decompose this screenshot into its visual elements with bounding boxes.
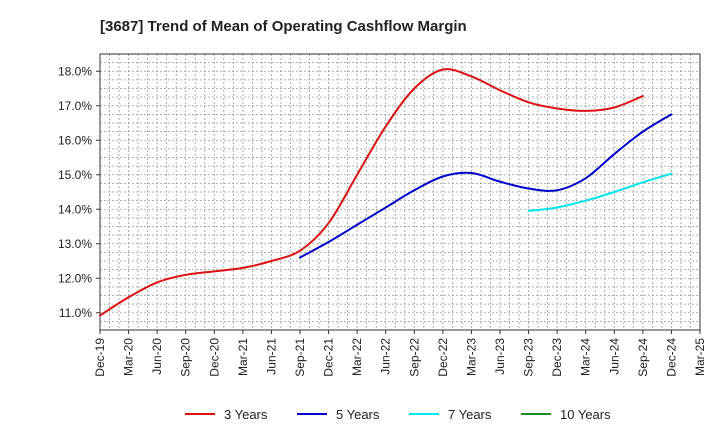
x-tick-label: Jun-22	[379, 338, 393, 375]
y-tick-label: 16.0%	[58, 133, 92, 147]
y-tick-label: 18.0%	[58, 64, 92, 78]
x-tick-label: Mar-22	[350, 338, 364, 376]
x-axis: Dec-19 Mar-20 Jun-20 Sep-20 Dec-20 Mar-21 Jun-…	[93, 330, 707, 377]
y-tick-label: 17.0%	[58, 99, 92, 113]
series-line-5-years	[299, 113, 673, 259]
x-tick-label: Dec-19	[93, 338, 107, 377]
x-tick-label: Sep-22	[407, 338, 421, 377]
x-tick-label: Jun-20	[150, 338, 164, 375]
x-tick-label: Dec-23	[550, 338, 564, 377]
x-tick-label: Dec-22	[436, 338, 450, 377]
legend-label-10-years: 10 Years	[560, 407, 611, 422]
x-tick-label: Sep-24	[636, 338, 650, 377]
legend: 3 Years 5 Years 7 Years 10 Years	[185, 407, 611, 422]
x-tick-label: Mar-23	[464, 338, 478, 376]
y-tick-label: 14.0%	[58, 202, 92, 216]
x-tick-label: Mar-20	[122, 338, 136, 376]
x-tick-label: Mar-24	[579, 338, 593, 376]
chart-title: [3687] Trend of Mean of Operating Cashfl…	[100, 18, 467, 35]
x-tick-label: Sep-20	[179, 338, 193, 377]
grid	[100, 54, 700, 330]
y-tick-label: 13.0%	[58, 237, 92, 251]
x-tick-label: Jun-23	[493, 338, 507, 375]
y-axis: 11.0% 12.0% 13.0% 14.0% 15.0% 16.0% 17.0% 18.0%	[58, 64, 100, 320]
x-tick-label: Dec-21	[322, 338, 336, 377]
y-tick-label: 15.0%	[58, 168, 92, 182]
x-tick-label: Dec-20	[207, 338, 221, 377]
series-line-3-years	[99, 68, 644, 317]
x-tick-label: Dec-24	[664, 338, 678, 377]
series-line-7-years	[527, 172, 673, 212]
legend-label-7-years: 7 Years	[448, 407, 492, 422]
x-tick-label: Mar-25	[693, 338, 707, 376]
x-tick-label: Sep-21	[293, 338, 307, 377]
x-tick-label: Mar-21	[236, 338, 250, 376]
legend-label-3-years: 3 Years	[224, 407, 268, 422]
plot-area	[99, 53, 701, 331]
series-lines	[99, 68, 673, 317]
y-tick-label: 11.0%	[59, 306, 92, 320]
x-tick-label: Jun-24	[607, 338, 621, 375]
x-tick-label: Jun-21	[264, 338, 278, 375]
x-tick-label: Sep-23	[522, 338, 536, 377]
y-tick-label: 12.0%	[58, 271, 92, 285]
legend-label-5-years: 5 Years	[336, 407, 380, 422]
